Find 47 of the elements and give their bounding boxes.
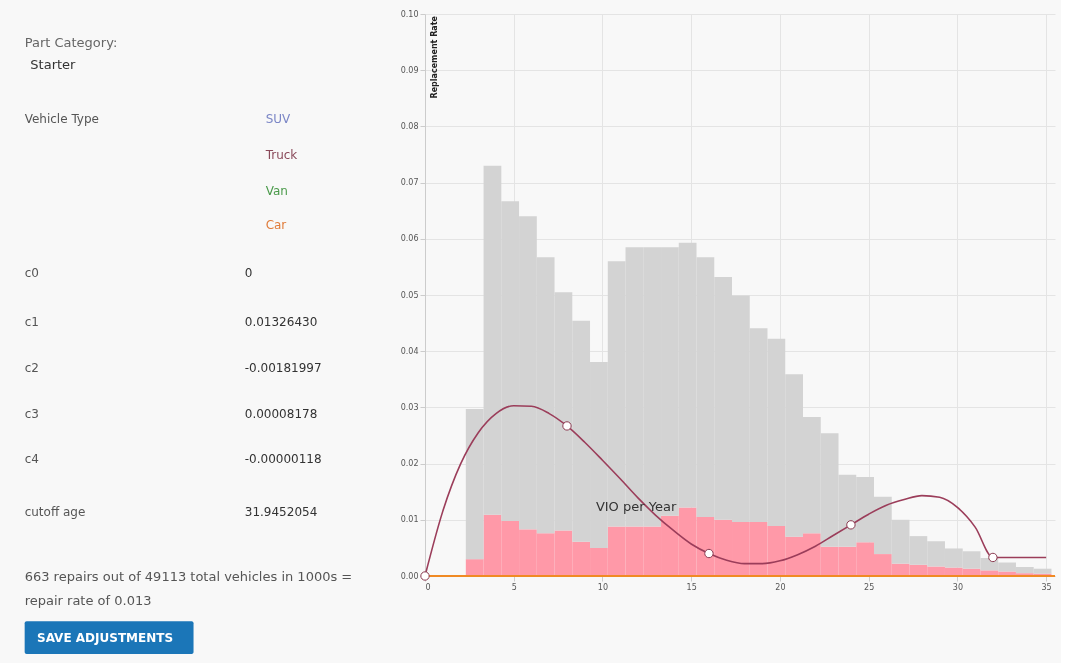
text: c3 [24,406,39,421]
y-tick-label: 0.07 [400,178,419,188]
text: 0 [244,265,253,280]
text: Part Category: [24,35,118,51]
text: 0.00008178 [244,406,318,421]
text: 0.01326430 [244,315,318,330]
x-tick-label: 30 [952,582,963,592]
text: -0.00181997 [244,361,322,376]
y-tick-label: 0.01 [400,515,419,525]
y-tick-label: 0.06 [400,234,419,244]
text: 31.9452054 [244,504,318,519]
y-tick-label: 0.09 [400,65,419,75]
text: repair rate of 0.013 [24,592,152,608]
point [704,548,714,559]
text: -0.00000118 [244,452,322,467]
text: c1 [24,315,39,330]
y-tick-label: 0.08 [400,121,419,131]
x-tick-label: 25 [864,582,875,592]
text: Starter [30,57,77,73]
y-tick-label: 0.00 [400,571,419,581]
text: Truck [264,147,298,162]
x-tick-label: 5 [511,582,517,592]
x-tick-label: 20 [775,582,786,592]
y-tick-label: 0.05 [400,290,419,300]
x-tick-label: 0 [425,582,431,592]
point [988,552,998,563]
text: SUV [265,111,292,126]
x-tick-label: 15 [686,582,697,592]
text: Car [265,218,287,233]
x-tick-label: 35 [1041,582,1052,592]
text: cutoff age [24,504,86,519]
point [562,421,572,431]
text: c0 [24,265,39,280]
text: Vehicle Type [24,111,99,126]
y-tick-label: 0.10 [400,9,419,19]
text: c2 [24,361,39,376]
y-tick-label: 0.04 [400,346,419,356]
y-tick-label: 0.02 [400,459,419,469]
text: 663 repairs out of 49113 total vehicles in 1000s = [24,568,353,584]
y-axis-title: Replacement Rate [430,15,439,99]
point [846,520,856,530]
y-tick-label: 0.03 [400,402,419,412]
text: Van [265,183,288,198]
x-tick-label: 10 [597,582,609,592]
annotation: VIO per Year [595,499,677,515]
text: c4 [24,452,39,467]
text: SAVE ADJUSTMENTS [37,630,174,645]
